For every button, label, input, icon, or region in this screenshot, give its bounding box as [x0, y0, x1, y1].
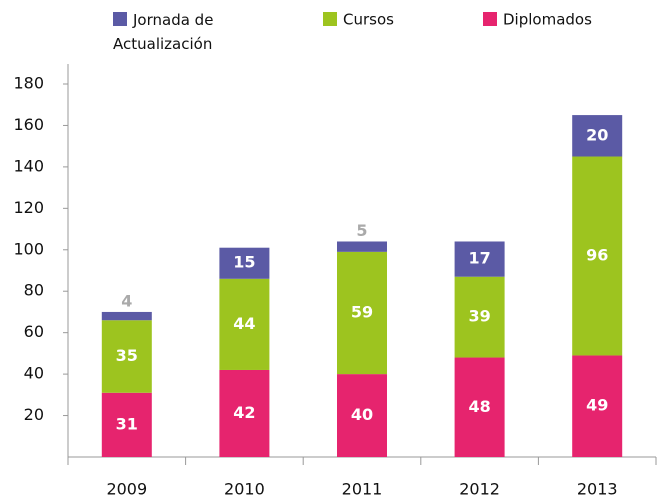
value-label: 15	[233, 253, 255, 272]
bar-segment	[572, 156, 623, 356]
x-tick-label: 2012	[459, 480, 500, 499]
value-label: 39	[468, 307, 490, 326]
bar-segment	[337, 241, 387, 252]
bar-segment	[101, 392, 152, 457]
value-label: 17	[468, 249, 490, 268]
y-tick-label: 160	[13, 115, 44, 134]
value-label: 59	[351, 302, 373, 321]
bar-segment	[337, 374, 387, 457]
y-tick-label: 180	[13, 74, 44, 93]
bar-segment	[454, 276, 505, 358]
y-tick-label: 40	[24, 364, 44, 383]
value-label: 35	[116, 346, 138, 365]
value-label: 4	[121, 291, 132, 310]
x-tick-label: 2010	[224, 480, 265, 499]
legend-swatch	[323, 12, 337, 26]
value-label: 31	[116, 414, 138, 433]
bar-segment	[219, 247, 270, 279]
legend-swatch	[113, 12, 127, 26]
bar-segment	[337, 251, 387, 375]
x-tick-label: 2009	[106, 480, 147, 499]
value-label: 48	[468, 397, 490, 416]
value-label: 49	[586, 396, 608, 415]
legend-label: Jornada de Actualización	[113, 11, 213, 53]
legend-label: Cursos	[343, 11, 394, 29]
legend-label: Diplomados	[503, 11, 592, 29]
y-tick-label: 100	[13, 239, 44, 258]
bar-segment	[101, 311, 152, 321]
y-tick-label: 140	[13, 156, 44, 175]
bar-segment	[219, 278, 270, 370]
value-label: 42	[233, 403, 255, 422]
bar-segment	[572, 355, 623, 457]
value-label: 40	[351, 405, 373, 424]
value-label: 5	[356, 221, 367, 240]
value-label: 20	[586, 125, 608, 144]
value-label: 44	[233, 314, 255, 333]
x-tick-label: 2013	[577, 480, 618, 499]
bar-segment	[454, 357, 505, 457]
value-label: 96	[586, 245, 608, 264]
y-tick-label: 80	[24, 281, 44, 300]
bar-segment	[101, 320, 152, 393]
x-tick-label: 2011	[342, 480, 383, 499]
y-tick-label: 120	[13, 198, 44, 217]
y-tick-label: 20	[24, 405, 44, 424]
bar-segment	[454, 241, 505, 277]
y-tick-label: 60	[24, 322, 44, 341]
legend-swatch	[483, 12, 497, 26]
bar-segment	[572, 115, 623, 157]
bar-segment	[219, 369, 270, 457]
